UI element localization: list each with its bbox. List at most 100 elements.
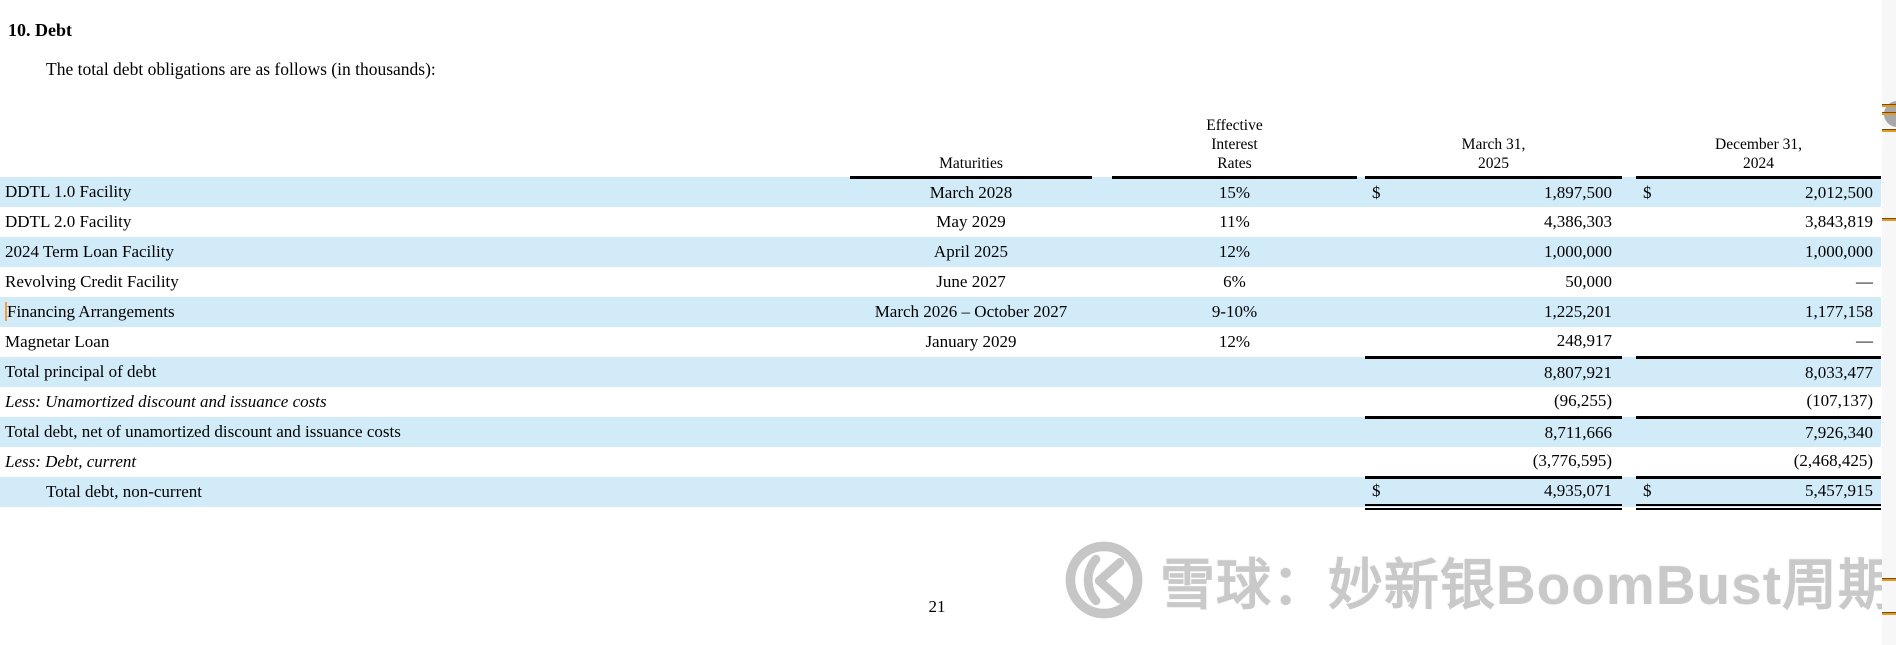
highlight-fragment bbox=[1882, 112, 1896, 115]
amount-2025-cell: 1,897,500 bbox=[1403, 177, 1623, 207]
intro-text: The total debt obligations are as follow… bbox=[46, 59, 436, 79]
dollar-sign-2025 bbox=[1365, 267, 1403, 297]
rate-cell bbox=[1112, 357, 1357, 387]
gap-cell bbox=[1092, 447, 1112, 477]
amount-2025-cell: 1,225,201 bbox=[1403, 297, 1623, 327]
rate-cell: 9-10% bbox=[1112, 297, 1357, 327]
row-label: Total principal of debt bbox=[0, 357, 850, 387]
gap-cell bbox=[1357, 327, 1365, 357]
amount-2024-cell: 8,033,477 bbox=[1674, 357, 1882, 387]
row-label: Less: Unamortized discount and issuance … bbox=[0, 387, 850, 417]
gap-cell bbox=[1092, 477, 1112, 507]
gap-cell bbox=[1622, 357, 1637, 387]
amount-2024-cell: 1,177,158 bbox=[1674, 297, 1882, 327]
dollar-sign-2025 bbox=[1365, 387, 1403, 419]
table-row: Less: Unamortized discount and issuance … bbox=[0, 387, 1882, 419]
gap-cell bbox=[1622, 447, 1636, 477]
column-header-effective-interest-rates: Effective Interest Rates bbox=[1112, 97, 1357, 179]
maturity-cell: April 2025 bbox=[850, 237, 1092, 267]
rates-line: Rates bbox=[1217, 154, 1252, 172]
gap-cell bbox=[1357, 297, 1365, 327]
dollar-sign-2025 bbox=[1365, 207, 1403, 237]
table-header-row: Maturities Effective Interest Rates Marc… bbox=[0, 97, 1882, 179]
row-label-text: Total debt, net of unamortized discount … bbox=[5, 422, 401, 441]
gap-cell bbox=[1357, 237, 1365, 267]
gap-cell bbox=[1622, 207, 1636, 237]
table-row: 2024 Term Loan Facility April 2025 12% 1… bbox=[0, 237, 1882, 267]
maturity-cell: January 2029 bbox=[925, 332, 1017, 351]
effective-line: Effective bbox=[1206, 116, 1263, 134]
maturity-cell: May 2029 bbox=[936, 212, 1006, 231]
table-row: Total debt, net of unamortized discount … bbox=[0, 417, 1882, 447]
dollar-sign-2025 bbox=[1365, 447, 1403, 479]
row-label: Total debt, net of unamortized discount … bbox=[0, 417, 850, 447]
row-label: Financing Arrangements bbox=[0, 297, 850, 327]
search-highlight bbox=[5, 302, 7, 321]
amount-2025-cell: 8,711,666 bbox=[1403, 417, 1623, 447]
amount-2024-cell: (2,468,425) bbox=[1674, 447, 1882, 479]
section-heading: 10. Debt bbox=[8, 20, 72, 40]
highlight-fragment bbox=[1882, 578, 1896, 581]
highlight-fragment bbox=[1882, 612, 1896, 615]
table-row: Revolving Credit Facility June 2027 6% 5… bbox=[0, 267, 1881, 297]
gap-cell bbox=[1622, 417, 1637, 447]
dollar-sign-2025 bbox=[1365, 327, 1403, 359]
amount-2024-cell: (107,137) bbox=[1674, 387, 1882, 419]
march-line: March 31, bbox=[1461, 135, 1526, 153]
rate-cell: 6% bbox=[1223, 272, 1246, 291]
gap-cell bbox=[1622, 297, 1637, 327]
rate-cell: 15% bbox=[1112, 177, 1357, 207]
gap-cell bbox=[1092, 177, 1112, 207]
dollar-sign-2024 bbox=[1636, 327, 1675, 359]
year-2025-line: 2025 bbox=[1478, 154, 1509, 172]
gap-cell bbox=[1622, 177, 1637, 207]
gap-cell bbox=[1092, 327, 1112, 357]
column-header-december-31-2024: December 31, 2024 bbox=[1636, 97, 1882, 179]
gap-cell bbox=[1357, 177, 1365, 207]
maturity-cell: March 2026 – October 2027 bbox=[850, 297, 1092, 327]
gap-cell bbox=[1092, 237, 1112, 267]
row-label-text: Magnetar Loan bbox=[5, 332, 110, 351]
row-label: Magnetar Loan bbox=[0, 327, 850, 357]
dollar-sign-2025 bbox=[1365, 357, 1403, 387]
gap-cell bbox=[1092, 417, 1112, 447]
maturity-cell bbox=[850, 417, 1092, 447]
dollar-sign-2024: $ bbox=[1636, 477, 1675, 510]
year-2024-line: 2024 bbox=[1743, 154, 1775, 172]
row-label-text: Total debt, non-current bbox=[46, 482, 203, 501]
row-label-text: Less: Debt, current bbox=[5, 452, 137, 471]
dollar-sign-2025 bbox=[1365, 237, 1403, 267]
amount-2024-cell: 2,012,500 bbox=[1674, 177, 1882, 207]
amount-2024-cell: 7,926,340 bbox=[1674, 417, 1882, 447]
row-label: DDTL 1.0 Facility bbox=[0, 177, 850, 207]
gap-cell bbox=[1357, 207, 1365, 237]
row-label-text: DDTL 2.0 Facility bbox=[5, 212, 132, 231]
row-label-text: Less: Unamortized discount and issuance … bbox=[5, 392, 327, 411]
amount-2025-cell: (96,255) bbox=[1403, 387, 1623, 419]
table-row: Total debt, non-current $ 4,935,071 $ 5,… bbox=[0, 477, 1882, 510]
highlight-fragment bbox=[1882, 104, 1896, 107]
dollar-sign-2024 bbox=[1636, 237, 1675, 267]
gap-cell bbox=[1092, 387, 1112, 417]
amount-2025-cell: (3,776,595) bbox=[1403, 447, 1623, 479]
gap-cell bbox=[1357, 477, 1365, 507]
amount-2024-cell: 5,457,915 bbox=[1674, 477, 1882, 510]
table-row: DDTL 1.0 Facility March 2028 15% $ 1,897… bbox=[0, 177, 1882, 207]
dollar-sign-2024 bbox=[1636, 207, 1674, 237]
table-row: Less: Debt, current (3,776,595) (2,468,4… bbox=[0, 447, 1882, 479]
maturity-cell bbox=[850, 357, 1092, 387]
rate-cell: 12% bbox=[1218, 332, 1251, 351]
column-header-march-31-2025: March 31, 2025 bbox=[1365, 97, 1623, 179]
maturity-cell: March 2028 bbox=[850, 177, 1092, 207]
gap-cell bbox=[1357, 267, 1365, 297]
amount-2024-cell: — bbox=[1674, 327, 1882, 359]
gap-cell bbox=[1357, 387, 1365, 417]
interest-line: Interest bbox=[1211, 135, 1258, 153]
maturity-cell: June 2027 bbox=[936, 272, 1006, 291]
header-gap bbox=[1092, 97, 1112, 177]
rate-cell bbox=[1112, 387, 1357, 417]
gap-cell bbox=[1622, 477, 1637, 507]
table-row: Financing Arrangements March 2026 – Octo… bbox=[0, 297, 1882, 327]
rate-cell bbox=[1112, 447, 1357, 477]
dollar-sign-2024 bbox=[1636, 297, 1675, 327]
